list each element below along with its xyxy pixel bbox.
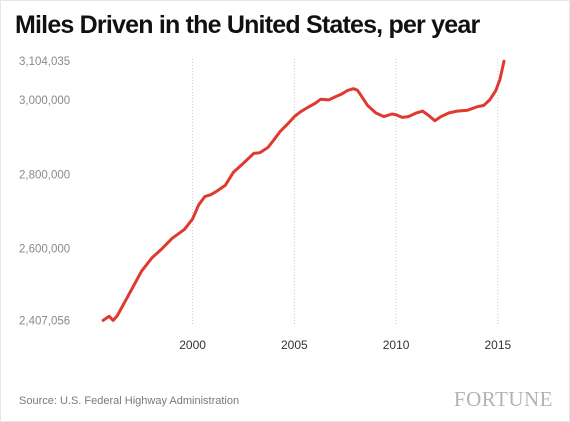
x-tick-label: 2000: [179, 338, 206, 352]
x-axis-ticks: 2000 2005 2010 2015: [179, 338, 511, 352]
fortune-logo: FORTUNE: [453, 387, 553, 411]
y-tick-label: 2,407,056: [19, 315, 70, 327]
source-note: Source: U.S. Federal Highway Administrat…: [19, 395, 240, 407]
x-tick-label: 2005: [281, 338, 308, 352]
series-line: [101, 59, 506, 322]
x-tick-label: 2015: [485, 338, 512, 352]
chart-title: Miles Driven in the United States, per y…: [15, 11, 480, 39]
x-tick-label: 2010: [383, 338, 410, 352]
line-chart: 3,104,035 3,000,000 2,800,000 2,600,000 2,40…: [19, 56, 512, 352]
y-tick-label: 2,800,000: [19, 169, 70, 181]
y-axis-ticks: 3,104,035 3,000,000 2,800,000 2,600,000 2,40…: [19, 56, 70, 327]
y-tick-label: 3,104,035: [19, 56, 70, 68]
y-tick-label: 2,600,000: [19, 244, 70, 256]
y-tick-label: 3,000,000: [19, 95, 70, 107]
gridlines: [192, 59, 499, 325]
